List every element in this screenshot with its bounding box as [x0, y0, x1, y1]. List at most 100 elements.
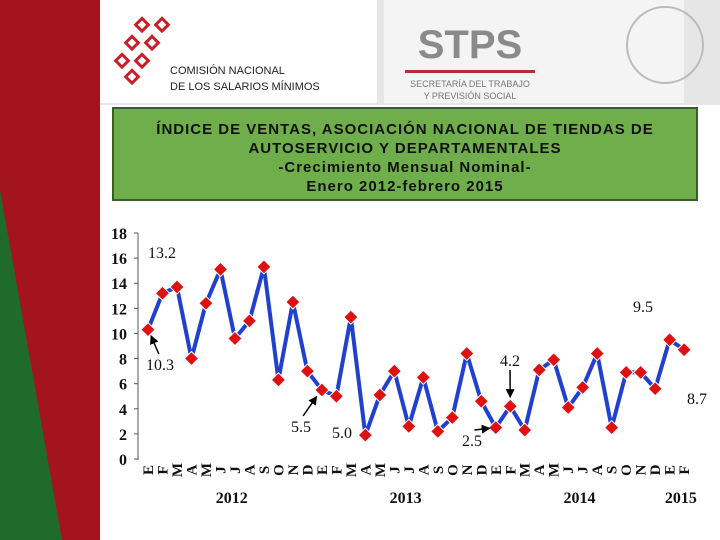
data-point [285, 294, 301, 310]
data-point [299, 363, 316, 379]
data-point [516, 422, 533, 438]
data-point [459, 345, 475, 362]
data-point [560, 399, 576, 416]
x-tick-label: F [155, 465, 171, 474]
data-label: 2.5 [462, 433, 482, 450]
data-point [618, 364, 634, 381]
commission-line: COMISIÓN NACIONAL [170, 64, 285, 77]
chart-title: Enero 2012-febrero 2015 [306, 178, 503, 195]
x-tick-label: D [300, 464, 316, 475]
x-tick-label: F [677, 465, 693, 474]
data-point [603, 419, 620, 436]
label-arrow [150, 334, 160, 355]
x-tick-label: J [402, 466, 418, 474]
data-label: 13.2 [148, 245, 176, 262]
data-point [545, 352, 562, 368]
x-tick-label: E [141, 465, 157, 475]
data-point [256, 259, 272, 275]
y-tick-label: 14 [111, 276, 127, 293]
data-label: 4.2 [500, 353, 520, 370]
stps-line: SECRETARÍA DEL TRABAJO [410, 79, 530, 89]
data-label: 8.7 [687, 391, 707, 408]
left-green [0, 190, 62, 540]
stps-rule [405, 70, 535, 73]
x-tick-label: D [648, 464, 664, 475]
chart-title: -Crecimiento Mensual Nominal- [278, 159, 531, 176]
y-tick-label: 16 [111, 251, 127, 268]
logo-box [100, 0, 377, 103]
title-box [112, 107, 698, 201]
x-tick-label: S [257, 466, 273, 474]
x-tick-label: J [576, 466, 592, 474]
x-tick-label: E [315, 465, 331, 475]
data-point [212, 261, 229, 278]
stps-box [384, 0, 684, 103]
y-tick-label: 18 [111, 226, 127, 243]
data-point [502, 398, 519, 415]
data-label: 5.5 [291, 419, 311, 436]
seal [626, 6, 704, 84]
x-tick-label: J [213, 466, 229, 474]
x-tick-label: S [605, 466, 621, 474]
x-tick-label: N [286, 464, 302, 475]
label-arrow [474, 424, 491, 434]
data-point [430, 423, 446, 440]
data-point [328, 388, 345, 405]
y-tick-label: 12 [111, 301, 127, 318]
commission-line: DE LOS SALARIOS MÍNIMOS [170, 80, 320, 93]
x-tick-label: M [518, 463, 534, 477]
y-tick-label: 4 [119, 402, 127, 419]
data-point [676, 341, 692, 358]
data-point [372, 387, 388, 403]
x-tick-label: O [445, 464, 461, 476]
x-tick-label: M [170, 463, 186, 477]
data-point [487, 419, 504, 436]
data-point [401, 418, 417, 435]
stps-logo: STPS [418, 23, 522, 67]
data-point [386, 363, 403, 379]
data-label: 10.3 [146, 357, 174, 374]
x-tick-label: A [242, 464, 258, 475]
y-tick-label: 8 [119, 352, 127, 369]
data-point [661, 331, 678, 348]
data-point [357, 427, 374, 443]
data-point [241, 313, 258, 329]
data-point [270, 372, 287, 388]
x-tick-label: J [228, 466, 244, 474]
x-tick-label: D [474, 464, 490, 475]
data-point [574, 379, 591, 396]
x-tick-label: S [431, 466, 447, 474]
year-label: 2013 [390, 490, 422, 507]
stps-line: Y PREVISIÓN SOCIAL [424, 91, 517, 101]
y-tick-label: 0 [119, 452, 127, 469]
y-tick-label: 10 [111, 326, 127, 343]
data-point [444, 409, 461, 426]
data-point [415, 369, 432, 386]
label-arrow [302, 395, 318, 417]
data-point [183, 350, 200, 367]
data-point [140, 321, 156, 338]
data-point [647, 380, 663, 397]
data-point [198, 295, 214, 312]
x-tick-label: F [503, 465, 519, 474]
x-tick-label: O [619, 464, 635, 476]
x-tick-label: F [329, 465, 345, 474]
data-point [169, 279, 185, 295]
year-label: 2015 [665, 490, 697, 507]
data-point [531, 362, 548, 378]
x-tick-label: A [532, 464, 548, 475]
data-point [227, 330, 243, 347]
x-tick-label: M [373, 463, 389, 477]
x-tick-label: J [387, 466, 403, 474]
x-tick-label: J [561, 466, 577, 474]
y-tick-label: 2 [119, 427, 127, 444]
x-tick-label: M [547, 463, 563, 477]
x-tick-label: N [634, 464, 650, 475]
x-tick-label: A [590, 464, 606, 475]
chart-title: AUTOSERVICIO Y DEPARTAMENTALES [248, 140, 561, 157]
year-label: 2012 [216, 490, 248, 507]
x-tick-label: M [344, 463, 360, 477]
y-tick-label: 6 [119, 377, 127, 394]
x-tick-label: A [416, 464, 432, 475]
